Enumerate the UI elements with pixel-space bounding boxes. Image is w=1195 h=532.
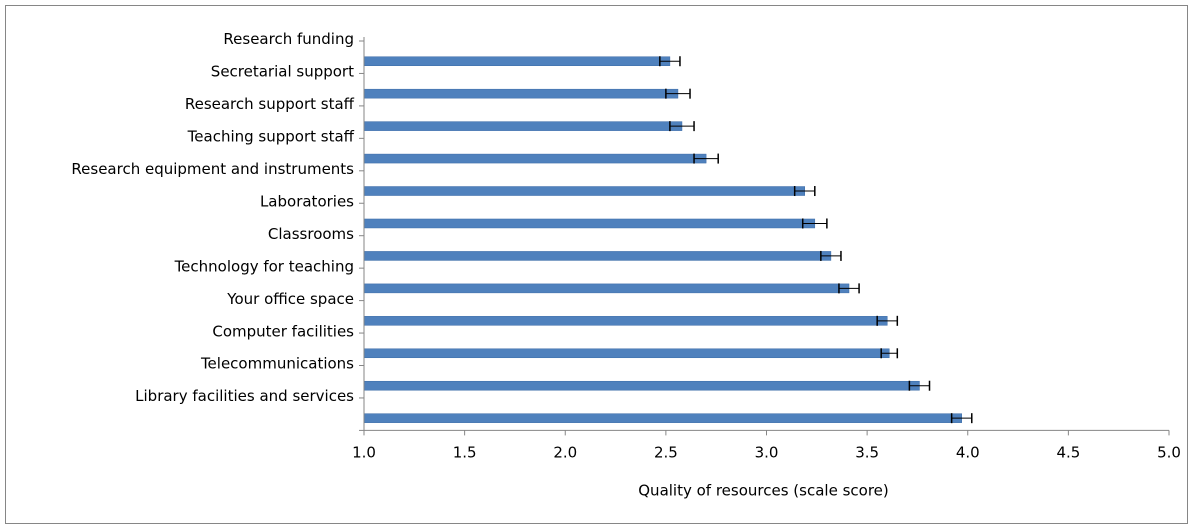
- bar: [363, 251, 832, 261]
- bar: [363, 283, 850, 294]
- category-label: Computer facilities: [212, 322, 354, 340]
- category-label: Research support staff: [185, 95, 355, 113]
- error-bar: [908, 380, 931, 391]
- bar: [363, 316, 888, 326]
- error-bar: [801, 218, 828, 229]
- bar: [363, 348, 890, 359]
- bar: [363, 121, 683, 131]
- bar: [363, 153, 707, 164]
- x-tick-label: 2.0: [553, 443, 577, 461]
- category-label: Research equipment and instruments: [71, 160, 354, 178]
- category-label: Telecommunications: [200, 355, 354, 373]
- error-bar: [793, 186, 816, 197]
- category-label: Research funding: [223, 30, 354, 48]
- error-bar: [669, 121, 695, 132]
- category-label: Teaching support staff: [187, 128, 355, 146]
- chart-frame: Research funding Secretarial support Resea…: [5, 5, 1188, 524]
- x-tick-label: 3.5: [855, 443, 879, 461]
- category-label: Classrooms: [268, 225, 354, 243]
- bar: [363, 56, 671, 66]
- bars: [363, 56, 962, 423]
- bar-chart: Research funding Secretarial support Resea…: [71, 30, 1181, 499]
- error-bar: [838, 283, 860, 294]
- bar: [363, 218, 816, 229]
- x-tick-label: 4.0: [956, 443, 980, 461]
- x-tick-label: 2.5: [654, 443, 678, 461]
- bar: [363, 413, 962, 423]
- error-bar: [665, 88, 691, 99]
- error-bar: [876, 315, 899, 326]
- error-bar: [693, 153, 719, 164]
- category-labels: Research funding Secretarial support Resea…: [71, 30, 354, 405]
- bar: [363, 186, 805, 196]
- error-bar: [880, 348, 899, 359]
- x-tick-label: 3.0: [755, 443, 779, 461]
- category-label: Laboratories: [260, 192, 354, 210]
- error-bar: [820, 250, 842, 261]
- error-bars: [659, 56, 973, 424]
- category-label: Secretarial support: [211, 63, 354, 81]
- x-tick-label: 4.5: [1056, 443, 1080, 461]
- category-label: Your office space: [226, 290, 354, 308]
- error-bar: [659, 56, 681, 67]
- tick-labels: 1.0 1.5 2.0 2.5 3.0 3.5 4.0 4.5 5.0: [352, 443, 1181, 461]
- bar: [363, 380, 920, 391]
- bar: [363, 88, 679, 99]
- x-tick-label: 5.0: [1157, 443, 1181, 461]
- category-label: Library facilities and services: [135, 387, 354, 405]
- error-bar: [950, 413, 973, 424]
- x-tick-label: 1.0: [352, 443, 376, 461]
- x-tick-label: 1.5: [453, 443, 477, 461]
- axes: [359, 37, 1170, 436]
- x-axis-title: Quality of resources (scale score): [638, 481, 888, 499]
- category-label: Technology for teaching: [174, 257, 354, 275]
